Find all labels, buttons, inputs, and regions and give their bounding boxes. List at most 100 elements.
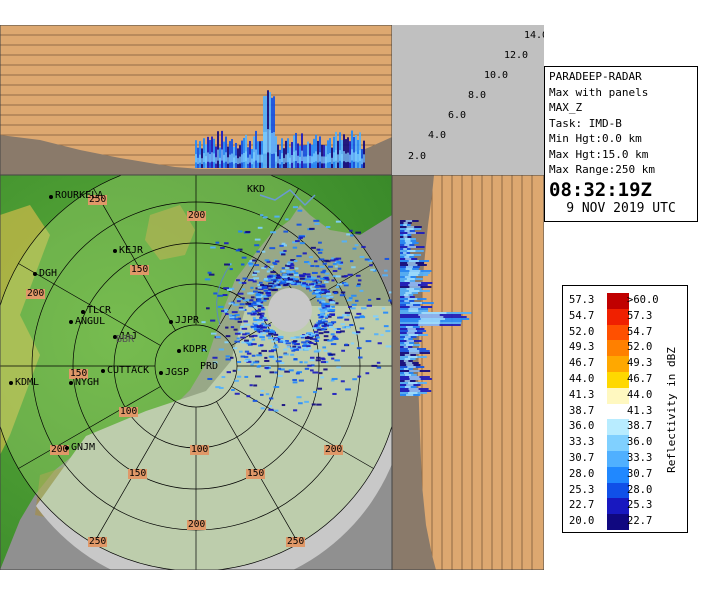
height-tick: 2.0 — [408, 151, 427, 162]
task-label: Task: IMD-B — [549, 116, 622, 130]
legend-swatch — [607, 372, 629, 388]
legend-upper-bound: 49.3 — [627, 357, 653, 370]
legend-lower-bound: 46.7 — [569, 357, 595, 370]
legend-upper-bound: 52.0 — [627, 341, 653, 354]
product-name: Max with panels — [549, 85, 649, 99]
legend-lower-bound: 25.3 — [569, 483, 595, 496]
city-marker — [113, 249, 117, 253]
legend-upper-bound: 25.3 — [627, 499, 653, 512]
legend-upper-bound: 28.0 — [627, 483, 653, 496]
legend-upper-bound: 46.7 — [627, 373, 653, 385]
height-tick: 8.0 — [468, 90, 487, 101]
reflectivity-legend: 57.3 >60.0 54.7 57.3 52.0 54.7 49.3 52.0 46.7 49.… — [562, 285, 688, 533]
height-tick: 10.0 — [484, 70, 509, 81]
legend-lower-bound: 44.0 — [569, 373, 595, 385]
height-tick: 6.0 — [448, 110, 467, 121]
legend-swatch — [607, 403, 629, 420]
city-marker — [33, 272, 37, 276]
ring-label-200: 200 — [187, 210, 207, 221]
height-tick: 14.0 — [524, 30, 544, 41]
ring-label-200: 200 — [324, 444, 344, 455]
legend-swatch — [607, 466, 629, 483]
city-label-cuttack: CUTTACK — [107, 365, 150, 376]
legend-lower-bound: 30.7 — [569, 452, 595, 464]
legend-lower-bound: 28.0 — [569, 467, 595, 480]
city-label-kkd: KKD — [247, 184, 266, 195]
legend-upper-bound: 30.7 — [627, 467, 653, 480]
ring-label-150: 150 — [128, 468, 148, 479]
legend-swatch — [607, 482, 629, 499]
max-range-label: Max Range:250 km — [549, 163, 655, 176]
variable-name: MAX_Z — [549, 101, 583, 114]
radar-map-graphic — [0, 175, 392, 570]
legend-title: Reflectivity in dBZ — [665, 347, 678, 473]
city-label-angul: ANGUL — [75, 316, 106, 327]
legend-lower-bound: 49.3 — [569, 341, 595, 354]
city-label-bbr: BBR — [116, 334, 135, 345]
legend-lower-bound: 52.0 — [569, 325, 595, 338]
legend-swatch — [607, 435, 629, 452]
legend-upper-bound: 22.7 — [627, 515, 653, 528]
city-marker — [9, 381, 13, 385]
city-marker — [113, 335, 117, 339]
city-label-nygh: NYGH — [75, 377, 100, 388]
city-marker — [65, 446, 69, 450]
legend-swatch — [607, 419, 629, 436]
city-marker — [69, 381, 73, 385]
legend-upper-bound: >60.0 — [627, 294, 659, 306]
legend-lower-bound: 38.7 — [569, 404, 595, 417]
side-cross-section-graphic — [392, 175, 544, 570]
legend-upper-bound: 54.7 — [627, 325, 653, 338]
legend-lower-bound: 33.3 — [569, 436, 595, 449]
legend-swatch — [607, 387, 629, 404]
ring-label-100: 100 — [190, 444, 210, 455]
legend-lower-bound: 22.7 — [569, 499, 595, 512]
observation-time: 08:32:19Z — [549, 178, 652, 201]
city-label-gnjm: GNJM — [71, 442, 96, 453]
ring-label-250: 250 — [88, 194, 108, 205]
city-marker — [81, 310, 85, 314]
legend-swatch — [607, 451, 629, 467]
ring-label-100: 100 — [119, 406, 139, 417]
radar-map-panel: 100 100 150 150 150 150 200 200 200 200 … — [0, 175, 392, 570]
top-cross-section-panel — [0, 25, 392, 175]
city-label-prd: PRD — [200, 361, 219, 372]
city-label-jaj: JAJ — [119, 331, 138, 342]
legend-swatch — [607, 324, 629, 341]
ring-label-200: 200 — [26, 288, 46, 299]
legend-lower-bound: 57.3 — [569, 294, 595, 306]
legend-lower-bound: 41.3 — [569, 388, 595, 401]
city-marker — [69, 320, 73, 324]
legend-upper-bound: 36.0 — [627, 436, 653, 449]
city-marker — [177, 349, 181, 353]
city-marker — [159, 371, 163, 375]
height-tick: 4.0 — [428, 130, 447, 141]
legend-swatch — [607, 340, 629, 357]
side-cross-section-panel — [392, 175, 544, 570]
city-marker — [49, 195, 53, 199]
top-cross-section-graphic — [0, 25, 392, 175]
legend-lower-bound: 36.0 — [569, 420, 595, 433]
legend-swatch — [607, 293, 629, 309]
legend-lower-bound: 54.7 — [569, 309, 595, 322]
ring-label-150: 150 — [69, 368, 89, 379]
city-label-kdpr: KDPR — [183, 344, 208, 355]
legend-swatch — [607, 514, 629, 531]
ring-label-150: 150 — [246, 468, 266, 479]
observation-date: 9 NOV 2019 UTC — [566, 200, 676, 216]
legend-upper-bound: 38.7 — [627, 420, 653, 433]
city-marker — [101, 369, 105, 373]
legend-lower-bound: 20.0 — [569, 515, 595, 528]
height-axis-panel: 2.0 4.0 6.0 8.0 10.0 12.0 14.0 — [392, 25, 544, 175]
city-label-kejr: KEJR — [119, 245, 144, 256]
max-height-label: Max Hgt:15.0 km — [549, 147, 649, 161]
city-label-jgsp: JGSP — [165, 367, 190, 378]
station-name: PARADEEP-RADAR — [549, 70, 642, 83]
city-label-dgh: DGH — [39, 268, 58, 279]
city-label-jjpr: JJPR — [175, 315, 200, 326]
city-label-kdml: KDML — [15, 377, 40, 388]
city-marker — [169, 320, 173, 324]
ring-label-150: 150 — [130, 264, 150, 275]
ring-label-250: 250 — [286, 536, 306, 547]
legend-swatch — [607, 356, 629, 373]
